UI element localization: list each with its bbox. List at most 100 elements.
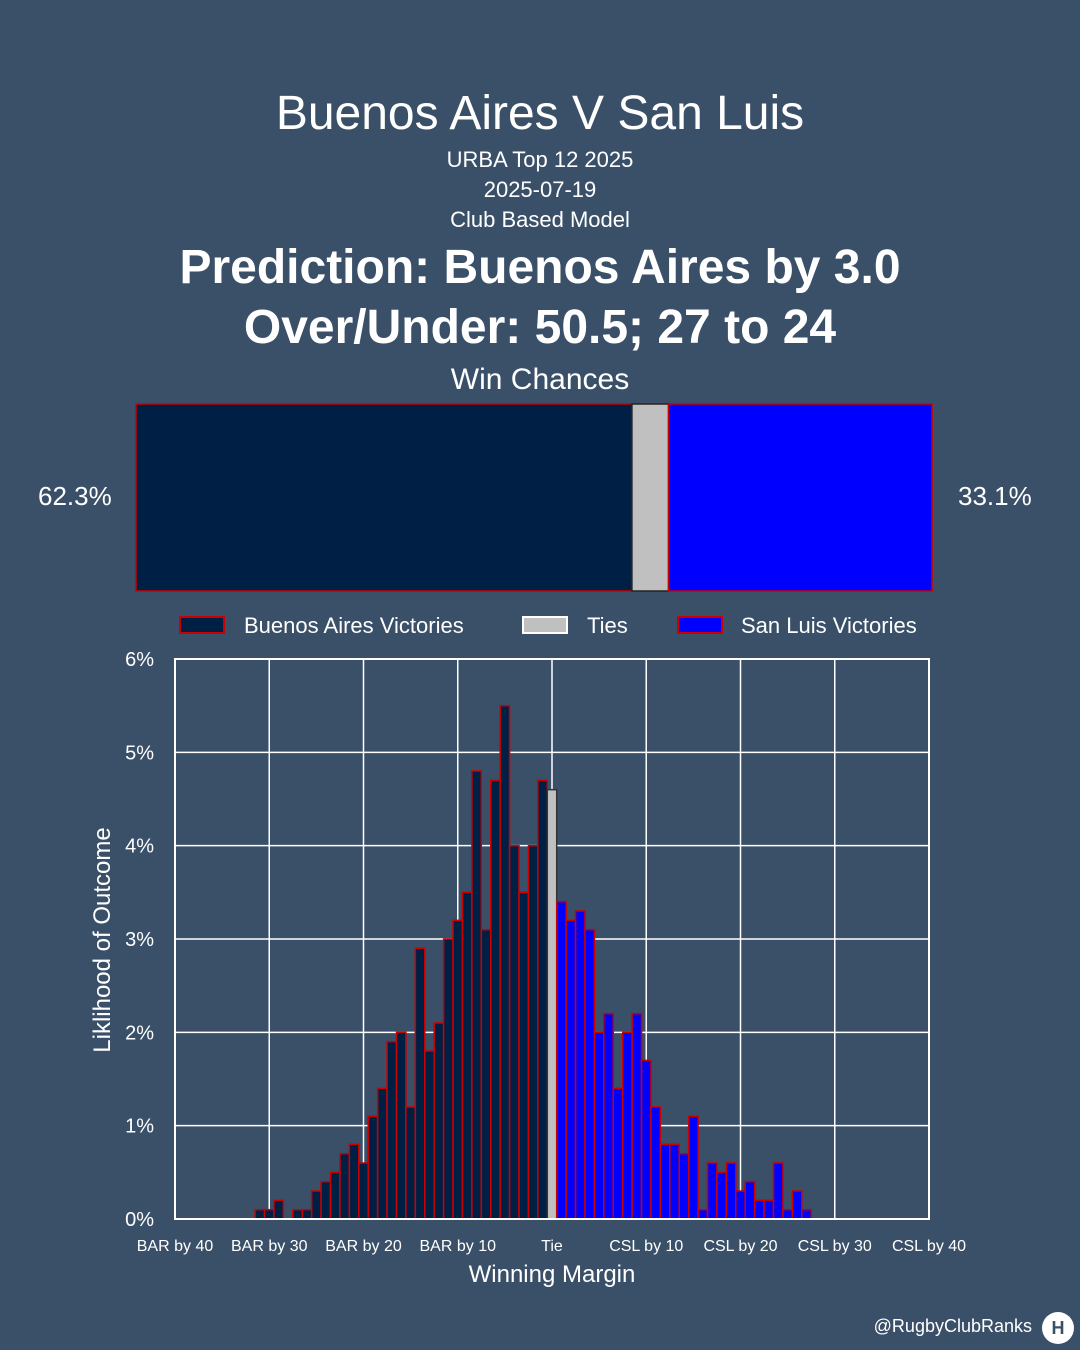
histogram-bar xyxy=(801,1208,812,1220)
y-tick-label: 3% xyxy=(125,929,154,951)
over-under-text: Over/Under: 50.5; 27 to 24 xyxy=(243,301,837,354)
home-win-percent: 62.3% xyxy=(38,481,112,511)
histogram-bar xyxy=(499,704,511,1220)
win-segment-1 xyxy=(631,403,670,592)
legend-label-0: Buenos Aires Victories xyxy=(244,613,464,638)
legend-swatch-0 xyxy=(179,616,225,634)
histogram-bar xyxy=(405,1106,417,1220)
histogram-bar xyxy=(518,891,530,1220)
y-tick-label: 2% xyxy=(125,1022,154,1044)
histogram-bar xyxy=(687,1115,699,1220)
x-tick-label: CSL by 40 xyxy=(892,1238,966,1255)
win-segment-2 xyxy=(667,403,933,592)
match-title: Buenos Aires V San Luis xyxy=(275,87,805,140)
histogram-bar xyxy=(782,1208,794,1220)
histogram-bar xyxy=(254,1208,266,1220)
histogram-bar xyxy=(452,919,464,1220)
histogram-bar xyxy=(424,1050,435,1220)
legend-swatch-1 xyxy=(522,616,568,634)
histogram-bar xyxy=(442,938,454,1220)
y-tick-label: 0% xyxy=(125,1209,154,1231)
y-axis-title: Liklihood of Outcome xyxy=(89,827,116,1052)
histogram-bar xyxy=(546,788,558,1220)
histogram-bar xyxy=(791,1190,803,1220)
model-label: Club Based Model xyxy=(450,207,630,232)
histogram-bar xyxy=(621,1031,633,1220)
histogram-bar xyxy=(263,1208,275,1220)
legend-label-1: Ties xyxy=(587,613,628,638)
away-win-percent: 33.1% xyxy=(958,481,1032,511)
win-segment-0 xyxy=(135,403,633,592)
match-date: 2025-07-19 xyxy=(483,177,597,202)
x-tick-label: CSL by 20 xyxy=(703,1238,777,1255)
histogram-bar xyxy=(706,1162,718,1220)
histogram-bars xyxy=(254,704,812,1220)
histogram-bar xyxy=(273,1199,285,1220)
credit-handle: @RugbyClubRanks xyxy=(873,1316,1032,1336)
histogram-bar xyxy=(386,1040,398,1220)
histogram-bar xyxy=(527,844,539,1220)
x-tick-label: BAR by 10 xyxy=(420,1238,497,1255)
legend: Buenos Aires Victories Ties San Luis Victo… xyxy=(179,613,917,638)
rugby-posts-logo-icon: H xyxy=(1042,1312,1074,1344)
plot-frame xyxy=(174,658,930,1220)
histogram-bar xyxy=(489,779,501,1220)
histogram-bar xyxy=(339,1152,351,1220)
histogram-bar xyxy=(725,1162,737,1220)
histogram-bar xyxy=(716,1171,728,1220)
x-tick-label: BAR by 40 xyxy=(137,1238,214,1255)
histogram-bar xyxy=(461,891,473,1220)
y-tick-label: 1% xyxy=(125,1116,154,1138)
x-tick-label: CSL by 10 xyxy=(609,1238,683,1255)
histogram-bar xyxy=(329,1171,341,1220)
histogram-bar xyxy=(292,1208,303,1220)
histogram-bar xyxy=(650,1106,662,1220)
x-tick-label: CSL by 30 xyxy=(798,1238,872,1255)
y-tick-label: 4% xyxy=(125,836,154,858)
prediction-text: Prediction: Buenos Aires by 3.0 xyxy=(179,241,901,294)
win-chances-title: Win Chances xyxy=(450,363,630,396)
histogram-bar xyxy=(593,1031,605,1220)
histogram-bar xyxy=(753,1199,765,1220)
competition-label: URBA Top 12 2025 xyxy=(446,147,634,172)
histogram-bar xyxy=(631,1012,643,1220)
x-tick-label: BAR by 30 xyxy=(231,1238,308,1255)
histogram-bar xyxy=(659,1143,671,1220)
histogram-bar xyxy=(508,844,520,1220)
win-chances-bar xyxy=(135,403,933,592)
histogram-bar xyxy=(471,770,483,1220)
histogram-bar xyxy=(414,947,426,1220)
histogram-bar xyxy=(367,1115,379,1220)
legend-swatch-2 xyxy=(677,616,723,634)
histogram-bar xyxy=(763,1199,775,1220)
histogram-bar xyxy=(574,910,586,1220)
histogram-bar xyxy=(433,1022,445,1220)
histogram-bar xyxy=(310,1190,322,1220)
histogram-bar xyxy=(480,928,492,1220)
histogram-axes: BAR by 40 BAR by 30 BAR by 20 BAR by 10 Tie C… xyxy=(89,649,966,1288)
histogram-bar xyxy=(348,1143,360,1220)
x-tick-label: Tie xyxy=(541,1238,563,1255)
histogram-bar xyxy=(395,1031,407,1220)
histogram-bar xyxy=(376,1087,388,1220)
y-tick-label: 5% xyxy=(125,742,154,764)
x-tick-label: BAR by 20 xyxy=(325,1238,402,1255)
legend-label-2: San Luis Victories xyxy=(741,613,917,638)
y-tick-label: 6% xyxy=(125,649,154,671)
histogram-bar xyxy=(640,1059,652,1220)
histogram-bar xyxy=(301,1208,313,1220)
histogram-bar xyxy=(603,1012,615,1220)
histogram-bar xyxy=(772,1162,784,1220)
histogram-bar xyxy=(584,928,596,1220)
histogram-bar xyxy=(678,1152,690,1220)
histogram-bar xyxy=(744,1180,756,1220)
histogram-bar xyxy=(697,1208,709,1220)
histogram-bar xyxy=(669,1143,680,1220)
x-axis-title: Winning Margin xyxy=(469,1261,636,1288)
histogram-bar xyxy=(735,1190,746,1220)
histogram-bar xyxy=(537,779,549,1220)
histogram-bar xyxy=(565,919,577,1220)
histogram-bar xyxy=(358,1162,369,1220)
histogram-bar xyxy=(555,900,567,1220)
